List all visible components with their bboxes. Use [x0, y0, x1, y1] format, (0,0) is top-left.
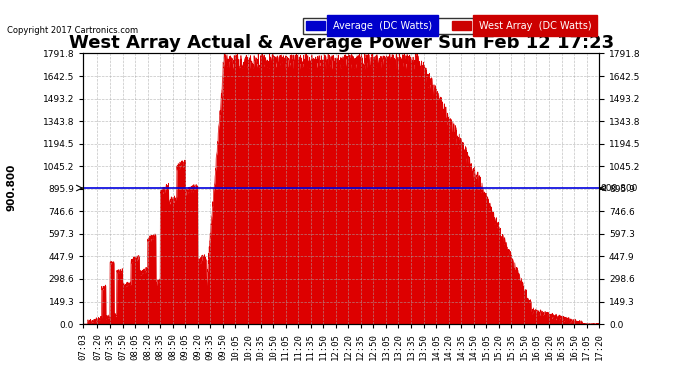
- Text: 900.800: 900.800: [7, 164, 17, 211]
- Title: West Array Actual & Average Power Sun Feb 12 17:23: West Array Actual & Average Power Sun Fe…: [68, 34, 614, 52]
- Text: Copyright 2017 Cartronics.com: Copyright 2017 Cartronics.com: [7, 26, 138, 35]
- Legend: Average  (DC Watts), West Array  (DC Watts): Average (DC Watts), West Array (DC Watts…: [303, 18, 594, 33]
- Text: 900.800: 900.800: [601, 183, 638, 192]
